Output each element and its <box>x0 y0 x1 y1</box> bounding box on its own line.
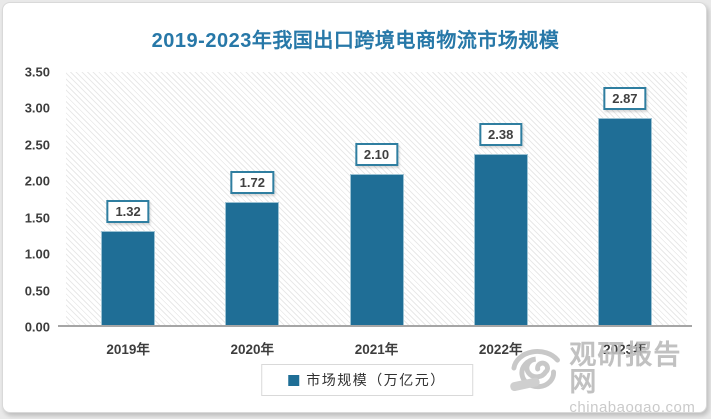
legend-label: 市场规模（万亿元） <box>306 372 446 388</box>
x-axis-label: 2022年 <box>478 342 523 357</box>
y-tick-label: 2.50 <box>24 137 50 153</box>
x-axis-line <box>58 325 692 327</box>
bar <box>597 117 652 327</box>
y-tick-label: 1.00 <box>24 246 50 262</box>
x-axis-label: 2023年 <box>603 342 647 357</box>
bar <box>349 174 404 327</box>
chart-title: 2019-2023年我国出口跨境电商物流市场规模 <box>151 30 560 52</box>
bar <box>101 230 156 327</box>
y-tick-label: 1.50 <box>24 210 50 226</box>
bar-value-label: 1.72 <box>230 170 274 194</box>
plot-area: 1.32 1.72 2.10 2.38 2.87 <box>66 72 687 327</box>
watermark-name: 观研报告网 <box>569 340 682 397</box>
y-tick-label: 3.00 <box>24 100 50 116</box>
y-tick-label: 0.50 <box>24 283 50 299</box>
watermark-text-block: 观研报告网 chinabaogao.com <box>569 340 708 416</box>
bar <box>473 153 528 327</box>
x-axis-label: 2019年 <box>106 342 150 357</box>
legend: 市场规模（万亿元） <box>261 364 473 396</box>
y-tick-label: 0.00 <box>24 319 50 335</box>
bar-value-label: 2.10 <box>354 143 399 166</box>
x-axis-label: 2020年 <box>230 342 275 357</box>
watermark-logo-icon <box>510 349 560 392</box>
x-axis: 2019年 2020年 2021年 2022年 2023年 <box>66 338 687 360</box>
legend-swatch-icon <box>288 374 300 386</box>
bar-value-label: 2.38 <box>479 122 523 146</box>
bar <box>225 201 280 327</box>
bar-value-label: 2.87 <box>603 86 647 110</box>
y-tick-label: 2.00 <box>24 173 50 189</box>
y-axis: 0.00 0.50 1.00 1.50 2.00 2.50 3.00 3.50 <box>0 0 58 419</box>
watermark: 观研报告网 chinabaogao.com <box>508 342 708 415</box>
watermark-url: chinabaogao.com <box>569 399 696 416</box>
x-axis-label: 2021年 <box>354 342 399 357</box>
y-tick-label: 3.50 <box>24 64 50 80</box>
bar-value-label: 1.32 <box>106 199 150 223</box>
